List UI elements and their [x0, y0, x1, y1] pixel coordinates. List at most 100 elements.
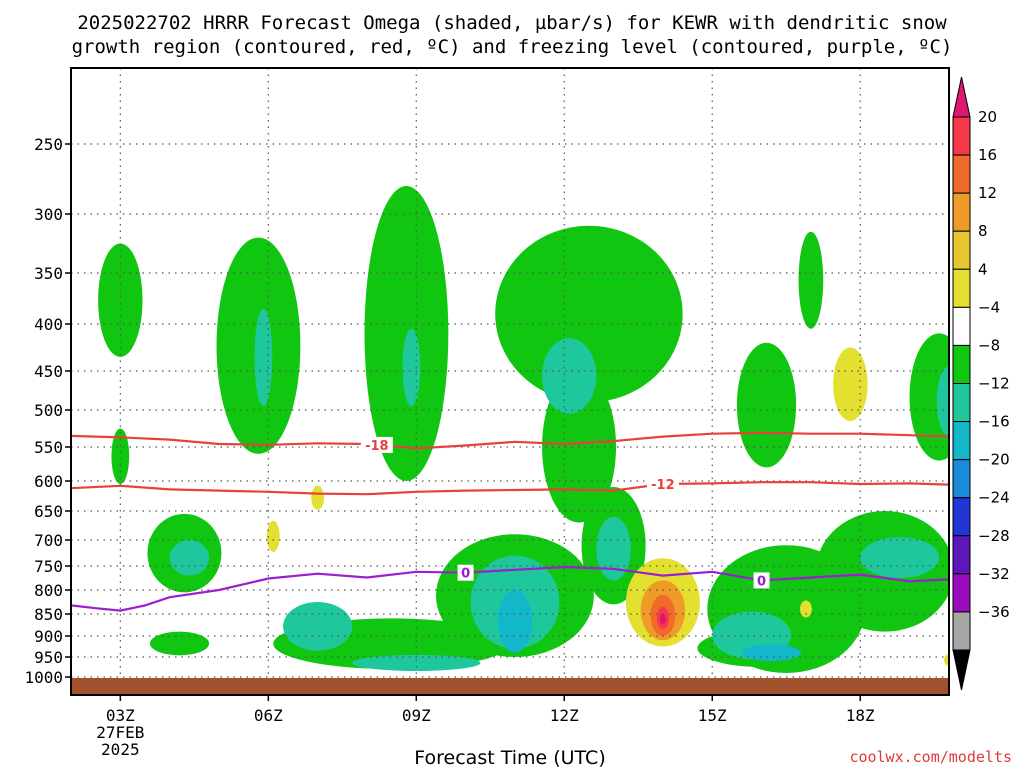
- colorbar-top-arrow: [952, 76, 971, 118]
- x-tick-label: 09Z: [402, 706, 431, 725]
- y-tick-label: 800: [34, 581, 63, 600]
- contour-label-3: 0: [757, 574, 766, 589]
- contour-label-0: -18: [365, 439, 389, 454]
- omega-region-6: [736, 342, 797, 468]
- colorbar-swatch: [952, 383, 971, 423]
- y-tick-label: 850: [34, 605, 63, 624]
- colorbar-label: −36: [978, 603, 1010, 621]
- plot-frame: [70, 67, 950, 696]
- omega-region-33: [266, 520, 280, 552]
- colorbar-swatch: [952, 192, 971, 232]
- omega-region-7: [798, 231, 824, 329]
- colorbar-label: 12: [978, 184, 997, 202]
- contour-label-2: 0: [461, 567, 470, 582]
- colorbar-swatch: [952, 535, 971, 575]
- colorbar-swatch: [952, 497, 971, 537]
- omega-region-8: [909, 333, 949, 461]
- x-tick-label: 18Z: [846, 706, 875, 725]
- omega-region-21: [169, 540, 210, 576]
- colorbar-swatch: [952, 573, 971, 613]
- omega-region-19: [542, 338, 597, 414]
- colorbar-label: −20: [978, 451, 1010, 469]
- colorbar-swatch: [952, 116, 971, 156]
- colorbar-label: −16: [978, 413, 1010, 431]
- omega-region-25: [596, 516, 631, 581]
- colorbar-label: 4: [978, 260, 988, 278]
- omega-shaded-regions: [98, 186, 949, 673]
- contour-line-1: [71, 481, 949, 496]
- y-tick-label: 900: [34, 627, 63, 646]
- colorbar-swatch: [952, 230, 971, 270]
- omega-region-28: [497, 590, 533, 653]
- contour-label-bg: [360, 436, 393, 453]
- colorbar-label: −24: [978, 489, 1010, 507]
- omega-region-31: [833, 347, 868, 422]
- y-tick-label: 950: [34, 648, 63, 667]
- y-tick-label: 350: [34, 264, 63, 283]
- contour-label-bg: [753, 572, 770, 589]
- omega-region-1: [111, 428, 130, 484]
- x-tick-label: 06Z: [254, 706, 283, 725]
- colorbar-label: −4: [978, 298, 1000, 316]
- colorbar-swatch: [952, 421, 971, 461]
- colorbar-label: 16: [978, 146, 997, 164]
- omega-region-22: [283, 602, 353, 651]
- contour-label-bg: [457, 564, 474, 581]
- gridlines: [71, 68, 949, 695]
- chart-title-line1: 2025022702 HRRR Forecast Omega (shaded, …: [77, 12, 947, 34]
- omega-region-0: [98, 243, 143, 357]
- colorbar-swatch: [952, 306, 971, 346]
- y-tick-label: 600: [34, 472, 63, 491]
- y-tick-label: 500: [34, 401, 63, 420]
- colorbar-label: −8: [978, 336, 1000, 354]
- x-tick-label: 12Z: [550, 706, 579, 725]
- omega-region-35: [944, 654, 949, 667]
- colorbar-bottom-arrow: [952, 649, 971, 691]
- x-tick-year: 2025: [101, 740, 140, 759]
- omega-region-17: [254, 308, 273, 407]
- x-tick-label: 15Z: [698, 706, 727, 725]
- omega-region-3: [364, 186, 449, 481]
- omega-region-34: [800, 600, 812, 618]
- colorbar: 20 16 12 8 4 −4 −8 −12 −16 −20 −24 −28 −32 −36: [952, 76, 1010, 691]
- y-tick-label: 400: [34, 315, 63, 334]
- colorbar-swatch: [952, 154, 971, 194]
- y-tick-label: 650: [34, 502, 63, 521]
- y-tick-label: 750: [34, 557, 63, 576]
- x-tick-label: 03Z: [106, 706, 135, 725]
- omega-region-23: [352, 654, 481, 671]
- omega-region-39: [659, 614, 666, 625]
- y-axis-ticks: 250 300 350 400 450 500 550 600 650 700 750 800 850 9…: [24, 135, 71, 687]
- contour-label-bg: [646, 476, 679, 492]
- contour-lines: -18 -12 0 0: [71, 431, 949, 612]
- terrain-bar: [71, 678, 949, 695]
- colorbar-label: 8: [978, 222, 988, 240]
- colorbar-swatch: [952, 459, 971, 499]
- colorbar-swatch: [952, 611, 971, 651]
- x-tick-date: 27FEB: [96, 723, 144, 742]
- omega-region-29: [741, 644, 802, 661]
- x-axis-label: Forecast Time (UTC): [414, 747, 605, 768]
- colorbar-label: −32: [978, 565, 1010, 583]
- contour-line-0: [71, 431, 949, 450]
- omega-region-32: [311, 485, 325, 510]
- credit-text: coolwx.com/modelts: [849, 748, 1012, 766]
- chart-title-line2: growth region (contoured, red, ºC) and f…: [72, 36, 953, 58]
- colorbar-label: −12: [978, 375, 1010, 393]
- omega-region-27: [860, 537, 940, 578]
- y-tick-label: 1000: [24, 668, 63, 687]
- contour-label-1: -12: [651, 478, 675, 493]
- omega-region-18: [402, 328, 421, 407]
- y-tick-label: 550: [34, 438, 63, 457]
- y-tick-label: 300: [34, 205, 63, 224]
- colorbar-label: −28: [978, 527, 1010, 545]
- colorbar-swatch: [952, 268, 971, 308]
- colorbar-swatch: [952, 344, 971, 384]
- omega-region-10: [149, 631, 210, 656]
- colorbar-label: 20: [978, 108, 997, 126]
- y-tick-label: 450: [34, 362, 63, 381]
- omega-region-20: [936, 366, 949, 436]
- y-tick-label: 700: [34, 531, 63, 550]
